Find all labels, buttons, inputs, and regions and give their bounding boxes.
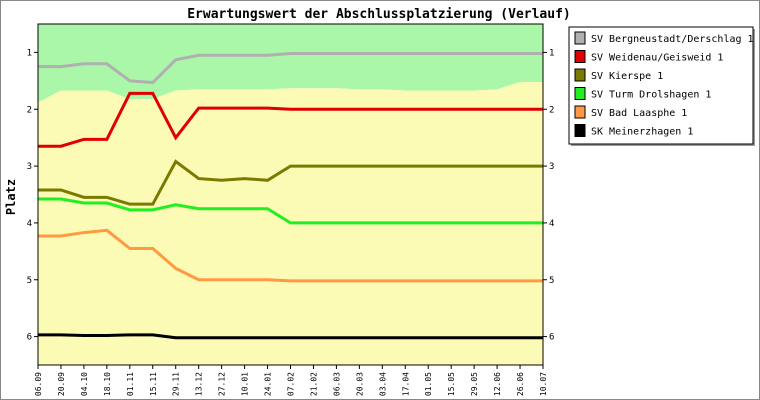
legend-entry-label: SV Weidenau/Geisweid 1 [591,53,723,64]
x-tick-label: 04.10 [80,372,89,396]
x-tick-label: 20.09 [57,372,66,396]
x-tick-label: 26.06 [516,372,525,396]
y-tick-label-right: 3 [549,162,554,172]
band-upper [38,24,543,103]
legend-entry-label: SV Bad Laasphe 1 [591,108,687,119]
x-tick-label: 24.01 [264,372,273,396]
legend-entry-label: SV Kierspe 1 [591,71,663,82]
series-line-2 [38,159,543,206]
y-tick-label-right: 6 [549,333,554,343]
legend-swatch [574,105,586,119]
x-tick-label: 12.06 [493,372,502,396]
x-tick-label: 18.10 [103,372,112,396]
x-tick-label: 07.02 [287,372,296,396]
x-tick-label: 20.03 [355,372,364,396]
legend-entry-label: SK Meinerzhagen 1 [591,127,693,138]
x-tick-label: 10.07 [539,372,548,396]
x-tick-label: 27.12 [218,372,227,396]
x-tick-label: 29.11 [172,372,181,396]
y-tick-label-right: 4 [549,219,554,229]
x-tick-label: 29.05 [470,372,479,396]
y-tick-label-left: 1 [27,48,32,58]
y-tick-label-right: 2 [549,105,554,115]
x-tick-label: 15.05 [447,372,456,396]
legend-swatch [574,87,586,100]
y-tick-label-left: 5 [27,276,32,286]
y-tick-label-right: 1 [549,48,554,58]
series-line-4 [38,228,543,283]
y-axis-label: Platz [4,179,18,215]
legend-entry-label: SV Turm Drolshagen 1 [591,90,711,101]
x-tick-label: 06.03 [332,372,341,396]
series-line-3 [38,197,543,225]
series-lines [38,52,543,340]
x-tick-label: 13.12 [195,372,204,396]
x-tick-label: 01.05 [424,372,433,396]
y-tick-label-left: 6 [27,333,32,343]
background-bands [38,24,543,365]
legend-swatch [574,68,586,82]
x-tick-label: 21.02 [309,372,318,396]
legend-swatch [574,31,586,45]
x-tick-label: 03.04 [378,372,387,396]
legend-swatch [574,50,586,63]
axes: 1 1 2 2 3 3 4 4 5 5 6 6 06.09 20.09 04.10 18.10 01.11 15.… [27,23,554,396]
legend: SV Bergneustadt/Derschlag 1 SV Weidenau/G… [568,26,755,146]
x-tick-label: 17.04 [401,372,410,396]
legend-box [568,26,754,145]
x-tick-label: 15.11 [149,372,158,396]
legend-swatch [574,124,586,137]
y-tick-label-left: 2 [27,105,32,115]
x-tick-label: 06.09 [34,372,43,396]
series-line-5 [38,333,543,340]
y-tick-label-right: 5 [549,276,554,286]
series-line-1 [38,91,543,148]
x-tick-label: 10.01 [241,372,250,396]
legend-entry-label: SV Bergneustadt/Derschlag 1 [591,34,754,45]
series-line-0 [38,52,543,85]
x-tick-label: 01.11 [126,372,135,396]
y-tick-label-left: 4 [27,219,32,229]
chart-title: Erwartungswert der Abschlussplatzierung … [187,7,571,22]
y-tick-label-left: 3 [27,162,32,172]
